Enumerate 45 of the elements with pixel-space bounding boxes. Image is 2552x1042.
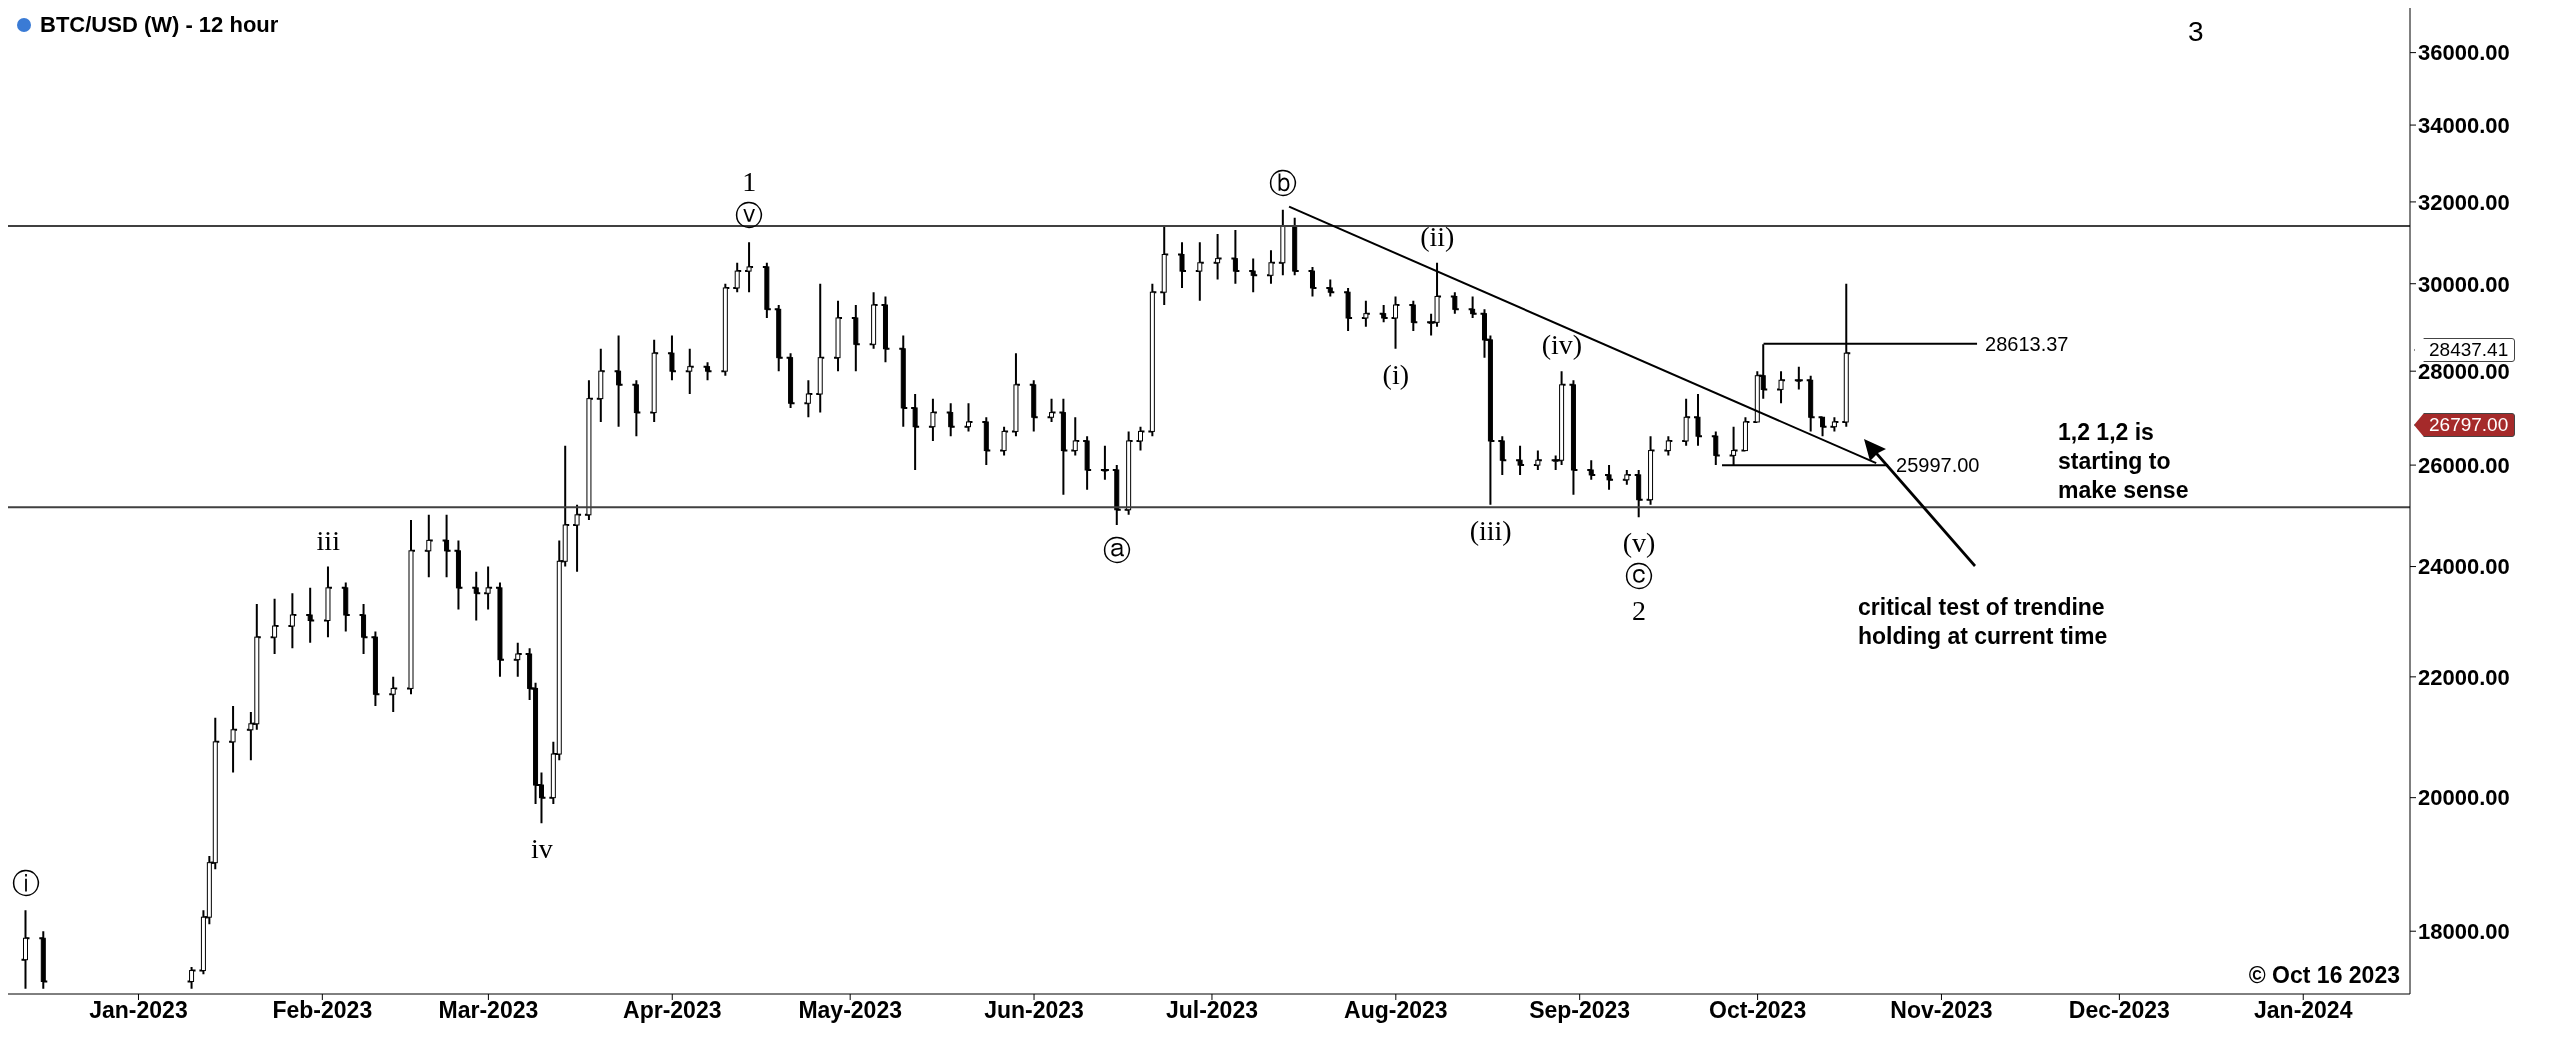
y-tick-label: 30000.00 (2418, 271, 2510, 297)
x-tick-label: Nov-2023 (1890, 997, 1993, 1024)
y-tick-label: 36000.00 (2418, 40, 2510, 66)
annotation: iv (530, 833, 553, 866)
annotation: ⓒ (1624, 560, 1653, 595)
annotation: (i) (1382, 358, 1410, 391)
annotation: ⓥ (735, 199, 764, 234)
annotation: (ii) (1420, 220, 1455, 253)
y-tick-label: 26000.00 (2418, 452, 2510, 478)
x-tick-label: Mar-2023 (438, 997, 539, 1024)
y-tick-label: 34000.00 (2418, 112, 2510, 138)
annotation: (v) (1622, 527, 1656, 560)
data-label: 25997.00 (1896, 454, 1980, 477)
x-tick-label: Jun-2023 (984, 997, 1084, 1024)
chart-title: BTC/USD (W) - 12 hour (40, 12, 279, 38)
annotation: 3 (2188, 16, 2204, 48)
y-tick-label: 20000.00 (2418, 785, 2510, 811)
x-tick-label: Apr-2023 (623, 997, 722, 1024)
x-tick-label: Jul-2023 (1165, 997, 1258, 1024)
annotation: 1 (742, 166, 757, 199)
text: 26797.00 (2414, 413, 2516, 437)
annotation: ⓘ (11, 867, 40, 902)
x-tick-label: Sep-2023 (1529, 997, 1631, 1024)
x-tick-label: Jan-2023 (89, 997, 188, 1024)
text: 28437.41 (2414, 338, 2516, 362)
x-tick-label: Jan-2024 (2254, 997, 2353, 1024)
annotation: iii (316, 524, 340, 557)
annotation: critical test of trendine holding at current time (1858, 593, 2109, 651)
annotation: 1,2 1,2 is starting to make sense (2058, 418, 2190, 505)
x-tick-label: Feb-2023 (272, 997, 373, 1024)
x-tick-label: May-2023 (798, 997, 902, 1024)
annotation: (iii) (1469, 514, 1512, 547)
annotation: 2 (1631, 595, 1646, 628)
annotation: ⓑ (1269, 166, 1298, 201)
annotation: ⓐ (1103, 534, 1132, 568)
y-tick-label: 22000.00 (2418, 664, 2510, 690)
annotation: © Oct 16 2023 (2248, 962, 2400, 989)
y-tick-label: 32000.00 (2418, 189, 2510, 215)
y-tick-label: 24000.00 (2418, 554, 2510, 580)
data-label: 28613.37 (1985, 332, 2069, 355)
x-tick-label: Aug-2023 (1344, 997, 1448, 1024)
y-tick-label: 18000.00 (2418, 919, 2510, 945)
x-tick-label: Dec-2023 (2068, 997, 2170, 1024)
x-tick-label: Oct-2023 (1709, 997, 1807, 1024)
annotation: (iv) (1541, 329, 1583, 362)
